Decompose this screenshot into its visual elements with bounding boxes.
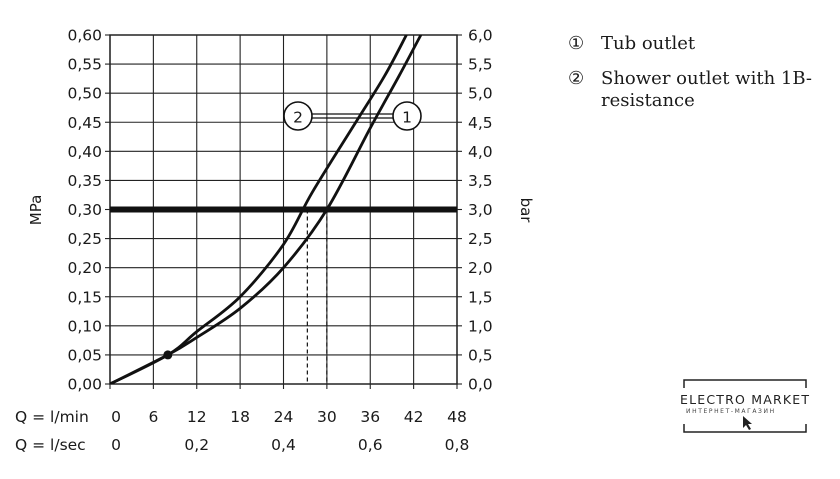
y-tick-left: 0,05 (67, 346, 102, 364)
x-axis-row1-label: Q = l/min (15, 408, 89, 426)
x-tick-row1: 24 (274, 408, 294, 426)
y-tick-right: 6,0 (468, 27, 493, 45)
y-tick-right: 5,0 (468, 85, 493, 103)
electro-market-logo: ELECTRO MARKET ИНТЕРНЕТ-МАГАЗИН (680, 378, 810, 434)
x-tick-row1: 30 (317, 408, 337, 426)
legend-item-tub: ① Tub outlet (568, 33, 838, 55)
y-tick-left: 0,25 (67, 230, 102, 248)
y-tick-left: 0,40 (67, 143, 102, 161)
x-tick-row1: 6 (148, 408, 158, 426)
legend-marker-1: ① (568, 33, 585, 54)
y-tick-right: 2,0 (468, 259, 493, 277)
y-tick-left: 0,00 (67, 376, 102, 394)
y-tick-right: 1,5 (468, 288, 493, 306)
x-tick-row1: 0 (111, 408, 121, 426)
highlight-point (163, 350, 173, 360)
y-tick-right: 0,0 (468, 376, 493, 394)
x-tick-row1: 36 (360, 408, 380, 426)
y-tick-right: 4,0 (468, 143, 493, 161)
y-tick-left: 0,15 (67, 288, 102, 306)
legend-text-tub: Tub outlet (601, 33, 696, 54)
logo-line1: ELECTRO MARKET (680, 392, 811, 407)
x-tick-row1: 12 (187, 408, 207, 426)
y-axis-label-left: MPa (27, 195, 45, 226)
y-tick-right: 3,0 (468, 201, 493, 219)
y-tick-left: 0,20 (67, 259, 102, 277)
callout-circle-2 (283, 101, 313, 131)
y-tick-right: 2,5 (468, 230, 493, 248)
y-tick-left: 0,45 (67, 114, 102, 132)
x-axis-row2-label: Q = l/sec (15, 436, 86, 454)
y-tick-left: 0,60 (67, 27, 102, 45)
x-tick-row1: 18 (230, 408, 250, 426)
x-tick-row1: 42 (404, 408, 424, 426)
x-tick-row1: 48 (447, 408, 467, 426)
logo-line2: ИНТЕРНЕТ-МАГАЗИН (686, 408, 776, 415)
y-axis-label-right: bar (517, 198, 535, 224)
y-tick-right: 3,5 (468, 172, 493, 190)
y-tick-left: 0,55 (67, 56, 102, 74)
x-tick-row2: 0,6 (358, 436, 383, 454)
y-tick-left: 0,35 (67, 172, 102, 190)
callout-circle-1 (392, 101, 422, 131)
legend-marker-2: ② (568, 68, 585, 89)
legend-text-shower: Shower outlet with 1B-resistance (601, 68, 812, 111)
axis-tick-labels: 0,00 0,00,05 0,50,10 1,00,15 1,50,20 2,00,25 2… (67, 27, 492, 455)
x-tick-row2: 0 (111, 436, 121, 454)
y-tick-right: 0,5 (468, 346, 493, 364)
y-tick-left: 0,50 (67, 85, 102, 103)
series-line-2 (110, 35, 408, 384)
x-tick-row2: 0,8 (445, 436, 470, 454)
callout-label-2: 2 (293, 109, 303, 127)
logo-frame (683, 379, 807, 433)
callout-label-1: 1 (402, 109, 412, 127)
y-tick-right: 5,5 (468, 56, 493, 74)
y-tick-right: 4,5 (468, 114, 493, 132)
x-tick-row2: 0,4 (271, 436, 296, 454)
x-tick-row2: 0,2 (184, 436, 209, 454)
y-tick-left: 0,30 (67, 201, 102, 219)
y-tick-left: 0,10 (67, 317, 102, 335)
legend-item-shower: ② Shower outlet with 1B-resistance (568, 68, 838, 112)
y-tick-right: 1,0 (468, 317, 493, 335)
cursor-icon (743, 416, 752, 430)
